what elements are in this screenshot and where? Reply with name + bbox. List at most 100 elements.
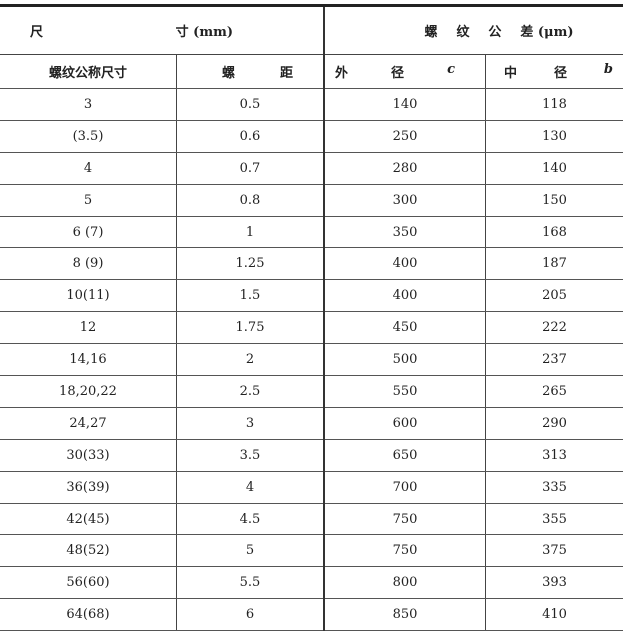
pitch-diameter-tolerance-cell: 150 [485, 184, 623, 217]
pitch-cell: 2.5 [176, 375, 324, 408]
pitch-cell: 0.8 [176, 184, 324, 217]
table-row: 14,16 2 500 237 [0, 343, 623, 377]
table-row: 36(39) 4 700 335 [0, 471, 623, 504]
pitch-diameter-tolerance-cell: 237 [485, 343, 623, 377]
outer-diameter-tolerance-cell: 140 [323, 88, 486, 121]
tolerance-group-header: 螺 纹 公 差 (μm) [323, 4, 623, 55]
nominal-size-cell: 6 (7) [0, 216, 177, 249]
pitch-cell: 0.6 [176, 120, 324, 153]
pitch-diameter-tolerance-cell: 375 [485, 534, 623, 568]
table-row: (3.5) 0.6 250 130 [0, 120, 623, 153]
pitch-diameter-tolerance-cell: 335 [485, 471, 623, 504]
pitch-diameter-tolerance-cell: 168 [485, 216, 623, 249]
header-text: c [447, 62, 455, 77]
nominal-size-cell: 14,16 [0, 343, 177, 377]
pitch-diameter-tolerance-cell: 118 [485, 88, 623, 121]
pitch-cell: 3 [176, 407, 324, 440]
nominal-size-cell: 24,27 [0, 407, 177, 440]
header-text: b [603, 62, 613, 77]
nominal-size-cell: (3.5) [0, 120, 177, 153]
header-text: 中 [504, 66, 518, 81]
nominal-size-cell: 30(33) [0, 439, 177, 472]
pitch-cell: 0.5 [176, 88, 324, 121]
pitch-cell: 6 [176, 598, 324, 631]
size-group-header: 尺 寸 (mm) [0, 4, 324, 55]
header-text: 距 [279, 66, 293, 81]
header-text: 尺 [30, 25, 44, 40]
pitch-diameter-tolerance-cell: 187 [485, 247, 623, 281]
outer-diameter-tolerance-cell: 280 [323, 152, 486, 185]
table-row: 8 (9) 1.25 400 187 [0, 247, 623, 281]
pitch-diameter-tolerance-cell: 355 [485, 503, 623, 536]
table-row: 42(45) 4.5 750 355 [0, 503, 623, 536]
pitch-diameter-tolerance-cell: 410 [485, 598, 623, 631]
outer-diameter-tolerance-cell: 700 [323, 471, 486, 504]
pitch-diameter-tolerance-cell: 313 [485, 439, 623, 472]
pitch-diameter-tolerance-cell: 205 [485, 279, 623, 313]
nominal-size-cell: 4 [0, 152, 177, 185]
pitch-cell: 0.7 [176, 152, 324, 185]
table-row: 48(52) 5 750 375 [0, 534, 623, 568]
outer-diameter-tolerance-cell: 800 [323, 566, 486, 600]
outer-diameter-tolerance-cell: 250 [323, 120, 486, 153]
outer-diameter-tolerance-cell: 750 [323, 534, 486, 568]
nominal-size-cell: 10(11) [0, 279, 177, 313]
outer-diameter-tolerance-cell: 550 [323, 375, 486, 408]
pitch-diameter-tolerance-cell: 140 [485, 152, 623, 185]
table-row: 12 1.75 450 222 [0, 311, 623, 345]
outer-diameter-tolerance-cell: 450 [323, 311, 486, 345]
nominal-size-cell: 8 (9) [0, 247, 177, 281]
table-row: 5 0.8 300 150 [0, 184, 623, 217]
nominal-size-cell: 36(39) [0, 471, 177, 504]
pitch-cell: 4.5 [176, 503, 324, 536]
table-row: 6 (7) 1 350 168 [0, 216, 623, 249]
header-text: 寸 (mm) [175, 25, 233, 40]
table-row: 56(60) 5.5 800 393 [0, 566, 623, 600]
outer-diameter-tolerance-cell: 850 [323, 598, 486, 631]
nominal-size-cell: 48(52) [0, 534, 177, 568]
pitch-diameter-tolerance-cell: 130 [485, 120, 623, 153]
pitch-cell: 2 [176, 343, 324, 377]
col-nominal-size: 螺纹公称尺寸 [0, 54, 177, 89]
pitch-diameter-tolerance-cell: 222 [485, 311, 623, 345]
nominal-size-cell: 56(60) [0, 566, 177, 600]
header-text: 纹 [456, 25, 470, 40]
pitch-cell: 1.5 [176, 279, 324, 313]
header-row-group: 尺 寸 (mm) 螺 纹 公 差 (μm) [0, 4, 623, 55]
pitch-cell: 5.5 [176, 566, 324, 600]
header-text: 径 [391, 66, 405, 81]
pitch-cell: 1.75 [176, 311, 324, 345]
pitch-diameter-tolerance-cell: 393 [485, 566, 623, 600]
table-row: 30(33) 3.5 650 313 [0, 439, 623, 472]
nominal-size-cell: 3 [0, 88, 177, 121]
header-text: 外 [335, 66, 349, 81]
header-text: 公 [488, 25, 502, 40]
nominal-size-cell: 42(45) [0, 503, 177, 536]
nominal-size-cell: 12 [0, 311, 177, 345]
outer-diameter-tolerance-cell: 500 [323, 343, 486, 377]
pitch-diameter-tolerance-cell: 290 [485, 407, 623, 440]
outer-diameter-tolerance-cell: 600 [323, 407, 486, 440]
nominal-size-cell: 18,20,22 [0, 375, 177, 408]
table-row: 18,20,22 2.5 550 265 [0, 375, 623, 408]
outer-diameter-tolerance-cell: 400 [323, 247, 486, 281]
table-row: 64(68) 6 850 410 [0, 598, 623, 631]
outer-diameter-tolerance-cell: 750 [323, 503, 486, 536]
pitch-cell: 5 [176, 534, 324, 568]
table-row: 4 0.7 280 140 [0, 152, 623, 185]
table-row: 24,27 3 600 290 [0, 407, 623, 440]
table-row: 3 0.5 140 118 [0, 88, 623, 121]
header-text: 螺 [424, 25, 438, 40]
nominal-size-cell: 5 [0, 184, 177, 217]
outer-diameter-tolerance-cell: 300 [323, 184, 486, 217]
header-text: 径 [553, 66, 567, 81]
header-text: 差 (μm) [520, 25, 574, 40]
outer-diameter-tolerance-cell: 350 [323, 216, 486, 249]
table-row: 10(11) 1.5 400 205 [0, 279, 623, 313]
outer-diameter-tolerance-cell: 650 [323, 439, 486, 472]
pitch-cell: 1 [176, 216, 324, 249]
outer-diameter-tolerance-cell: 400 [323, 279, 486, 313]
